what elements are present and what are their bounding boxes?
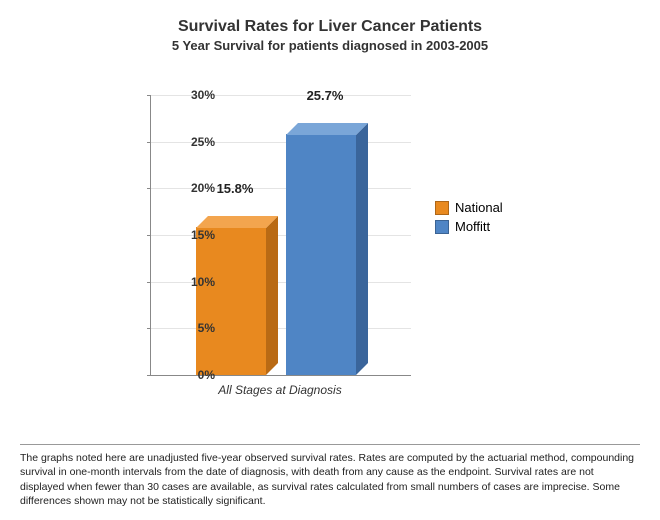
chart-area: 15.8%25.7% All Stages at Diagnosis Natio… (80, 85, 480, 420)
y-tick (147, 282, 151, 283)
y-tick-label: 0% (165, 368, 215, 382)
chart-subtitle: 5 Year Survival for patients diagnosed i… (0, 38, 660, 53)
bar-top (196, 216, 278, 228)
bar-value-label: 25.7% (290, 88, 360, 103)
y-tick (147, 142, 151, 143)
chart-page: Survival Rates for Liver Cancer Patients… (0, 0, 660, 520)
bar-national (196, 227, 266, 375)
y-tick (147, 328, 151, 329)
legend: National Moffitt (435, 200, 503, 238)
y-tick-label: 30% (165, 88, 215, 102)
y-tick-label: 20% (165, 181, 215, 195)
legend-item: Moffitt (435, 219, 503, 234)
y-tick-label: 5% (165, 321, 215, 335)
legend-label: Moffitt (455, 219, 490, 234)
bar-side (266, 216, 278, 375)
y-tick-label: 25% (165, 135, 215, 149)
chart-title: Survival Rates for Liver Cancer Patients (0, 0, 660, 36)
bar-top (286, 123, 368, 135)
legend-swatch (435, 201, 449, 215)
bar-side (356, 123, 368, 375)
y-tick (147, 95, 151, 96)
legend-label: National (455, 200, 503, 215)
y-tick-label: 10% (165, 275, 215, 289)
footnote: The graphs noted here are unadjusted fiv… (20, 444, 640, 508)
y-tick (147, 375, 151, 376)
x-category-label: All Stages at Diagnosis (150, 383, 410, 397)
bar-moffitt (286, 134, 356, 375)
y-tick-label: 15% (165, 228, 215, 242)
legend-swatch (435, 220, 449, 234)
y-tick (147, 235, 151, 236)
y-tick (147, 188, 151, 189)
legend-item: National (435, 200, 503, 215)
